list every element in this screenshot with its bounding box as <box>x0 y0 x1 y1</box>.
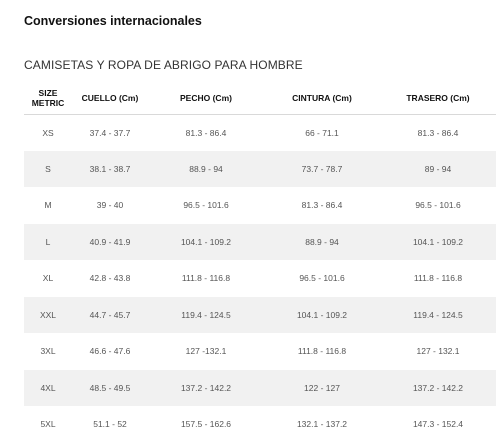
cell-hip: 147.3 - 152.4 <box>412 419 464 430</box>
table-row: 3XL 46.6 - 47.6 127 -132.1 111.8 - 116.8… <box>24 333 496 370</box>
table-row: M 39 - 40 96.5 - 101.6 81.3 - 86.4 96.5 … <box>24 187 496 224</box>
cell-size: 3XL <box>40 346 56 357</box>
table-row: XXL 44.7 - 45.7 119.4 - 124.5 104.1 - 10… <box>24 296 496 333</box>
cell-waist: 96.5 - 101.6 <box>299 273 345 284</box>
table-row: XL 42.8 - 43.8 111.8 - 116.8 96.5 - 101.… <box>24 260 496 297</box>
header-chest: PECHO (Cm) <box>180 92 232 103</box>
cell-neck: 42.8 - 43.8 <box>89 273 131 284</box>
cell-hip: 137.2 - 142.2 <box>412 382 464 393</box>
cell-hip: 89 - 94 <box>424 163 452 174</box>
cell-chest: 96.5 - 101.6 <box>183 200 229 211</box>
cell-size: S <box>45 163 51 174</box>
cell-waist: 122 - 127 <box>304 382 340 393</box>
cell-chest: 111.8 - 116.8 <box>181 273 231 284</box>
cell-neck: 38.1 - 38.7 <box>89 163 131 174</box>
table-row: XS 37.4 - 37.7 81.3 - 86.4 66 - 71.1 81.… <box>24 114 496 151</box>
cell-waist: 104.1 - 109.2 <box>296 309 348 320</box>
cell-waist: 132.1 - 137.2 <box>296 419 348 430</box>
cell-size: 4XL <box>40 382 56 393</box>
cell-hip: 104.1 - 109.2 <box>412 236 464 247</box>
cell-neck: 37.4 - 37.7 <box>89 127 131 138</box>
cell-hip: 111.8 - 116.8 <box>413 273 463 284</box>
cell-size: XL <box>42 273 54 284</box>
cell-waist: 81.3 - 86.4 <box>301 200 343 211</box>
cell-waist: 73.7 - 78.7 <box>301 163 343 174</box>
header-size-metric: SIZE METRIC <box>24 82 72 114</box>
size-conversion-table: SIZE METRIC CUELLO (Cm) PECHO (Cm) CINTU… <box>24 82 496 443</box>
cell-neck: 44.7 - 45.7 <box>89 309 131 320</box>
cell-neck: 40.9 - 41.9 <box>89 236 131 247</box>
cell-chest: 119.4 - 124.5 <box>181 309 231 320</box>
cell-size: 5XL <box>40 419 56 430</box>
cell-waist: 88.9 - 94 <box>305 236 339 247</box>
cell-hip: 127 - 132.1 <box>416 346 460 357</box>
cell-hip: 96.5 - 101.6 <box>415 200 461 211</box>
cell-hip: 119.4 - 124.5 <box>413 309 463 320</box>
cell-hip: 81.3 - 86.4 <box>417 127 459 138</box>
cell-waist: 66 - 71.1 <box>305 127 339 138</box>
section-title: CAMISETAS Y ROPA DE ABRIGO PARA HOMBRE <box>24 58 303 72</box>
cell-chest: 137.2 - 142.2 <box>180 382 232 393</box>
cell-size: XS <box>42 127 54 138</box>
header-waist: CINTURA (Cm) <box>292 92 352 103</box>
cell-neck: 51.1 - 52 <box>93 419 127 430</box>
page-title: Conversiones internacionales <box>24 14 202 28</box>
table-header-row: SIZE METRIC CUELLO (Cm) PECHO (Cm) CINTU… <box>24 82 496 114</box>
table-row: S 38.1 - 38.7 88.9 - 94 73.7 - 78.7 89 -… <box>24 150 496 187</box>
cell-size: XXL <box>39 309 57 320</box>
header-neck: CUELLO (Cm) <box>81 92 139 103</box>
cell-chest: 81.3 - 86.4 <box>185 127 227 138</box>
cell-chest: 88.9 - 94 <box>189 163 223 174</box>
table-row: 5XL 51.1 - 52 157.5 - 162.6 132.1 - 137.… <box>24 406 496 443</box>
header-hip: TRASERO (Cm) <box>406 92 470 103</box>
cell-waist: 111.8 - 116.8 <box>297 346 347 357</box>
cell-chest: 127 -132.1 <box>185 346 227 357</box>
cell-neck: 46.6 - 47.6 <box>89 346 131 357</box>
header-size-line1: SIZE <box>38 87 58 98</box>
cell-neck: 48.5 - 49.5 <box>89 382 131 393</box>
cell-chest: 157.5 - 162.6 <box>180 419 232 430</box>
table-row: 4XL 48.5 - 49.5 137.2 - 142.2 122 - 127 … <box>24 369 496 406</box>
header-size-line2: METRIC <box>31 97 65 108</box>
cell-size: L <box>45 236 51 247</box>
cell-size: M <box>44 200 52 211</box>
table-row: L 40.9 - 41.9 104.1 - 109.2 88.9 - 94 10… <box>24 223 496 260</box>
cell-chest: 104.1 - 109.2 <box>180 236 232 247</box>
cell-neck: 39 - 40 <box>96 200 124 211</box>
